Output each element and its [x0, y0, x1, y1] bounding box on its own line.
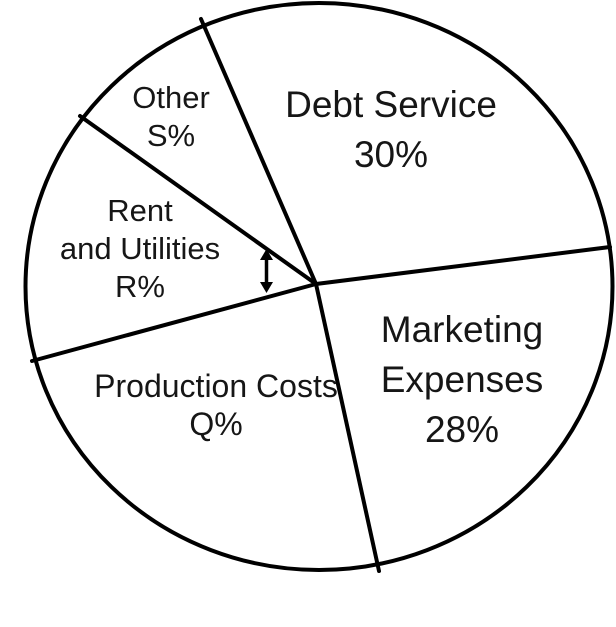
angle-indicator-arrow-icon: [260, 249, 273, 293]
divider-debt-marketing: [314, 245, 612, 286]
pie-outline: [23, 1, 615, 572]
divider-rent-other: [78, 114, 318, 286]
divider-production-rent: [30, 282, 318, 363]
divider-marketing-production: [314, 282, 381, 573]
arrowhead-down-icon: [260, 282, 273, 293]
divider-other-debt: [199, 17, 318, 286]
arrowhead-up-icon: [260, 249, 273, 260]
